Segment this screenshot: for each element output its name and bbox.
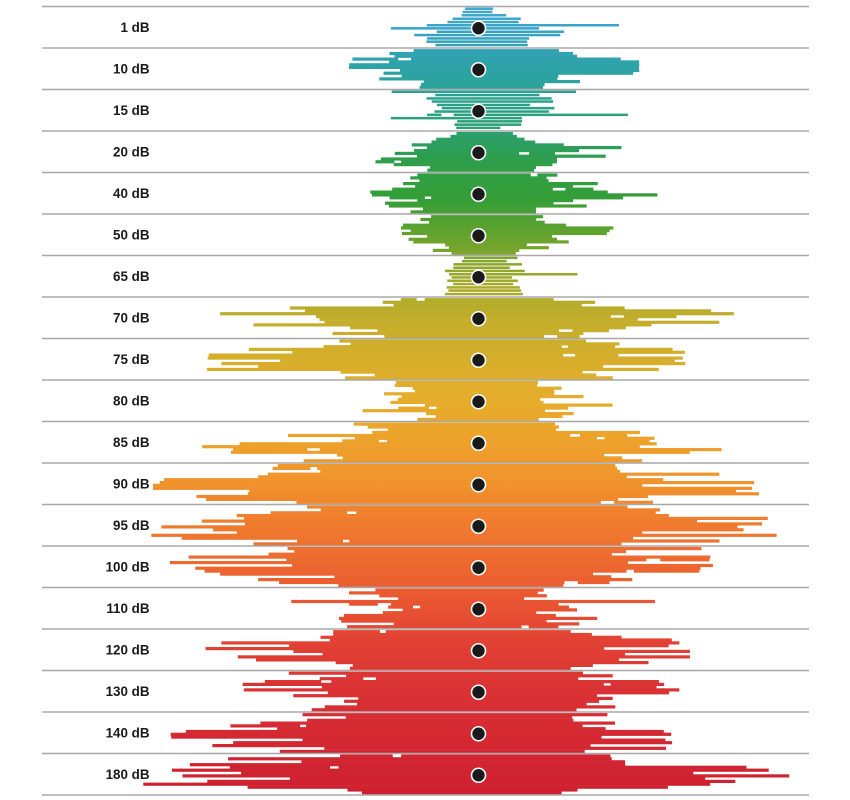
svg-text:50 dB: 50 dB <box>113 227 150 242</box>
svg-text:120 dB: 120 dB <box>106 642 150 657</box>
svg-text:40 dB: 40 dB <box>113 186 150 201</box>
svg-text:100 dB: 100 dB <box>106 559 150 574</box>
svg-text:130 dB: 130 dB <box>106 684 150 699</box>
svg-text:80 dB: 80 dB <box>113 393 150 408</box>
svg-text:70 dB: 70 dB <box>113 310 150 325</box>
svg-text:140 dB: 140 dB <box>106 725 150 740</box>
svg-text:90 dB: 90 dB <box>113 476 150 491</box>
svg-text:75 dB: 75 dB <box>113 352 150 367</box>
svg-text:15 dB: 15 dB <box>113 103 150 118</box>
svg-text:95 dB: 95 dB <box>113 518 150 533</box>
svg-text:65 dB: 65 dB <box>113 269 150 284</box>
svg-text:20 dB: 20 dB <box>113 144 150 159</box>
svg-text:85 dB: 85 dB <box>113 435 150 450</box>
svg-text:180 dB: 180 dB <box>106 767 150 782</box>
svg-text:1 dB: 1 dB <box>120 20 149 35</box>
svg-text:10 dB: 10 dB <box>113 61 150 76</box>
svg-text:110 dB: 110 dB <box>106 601 150 616</box>
